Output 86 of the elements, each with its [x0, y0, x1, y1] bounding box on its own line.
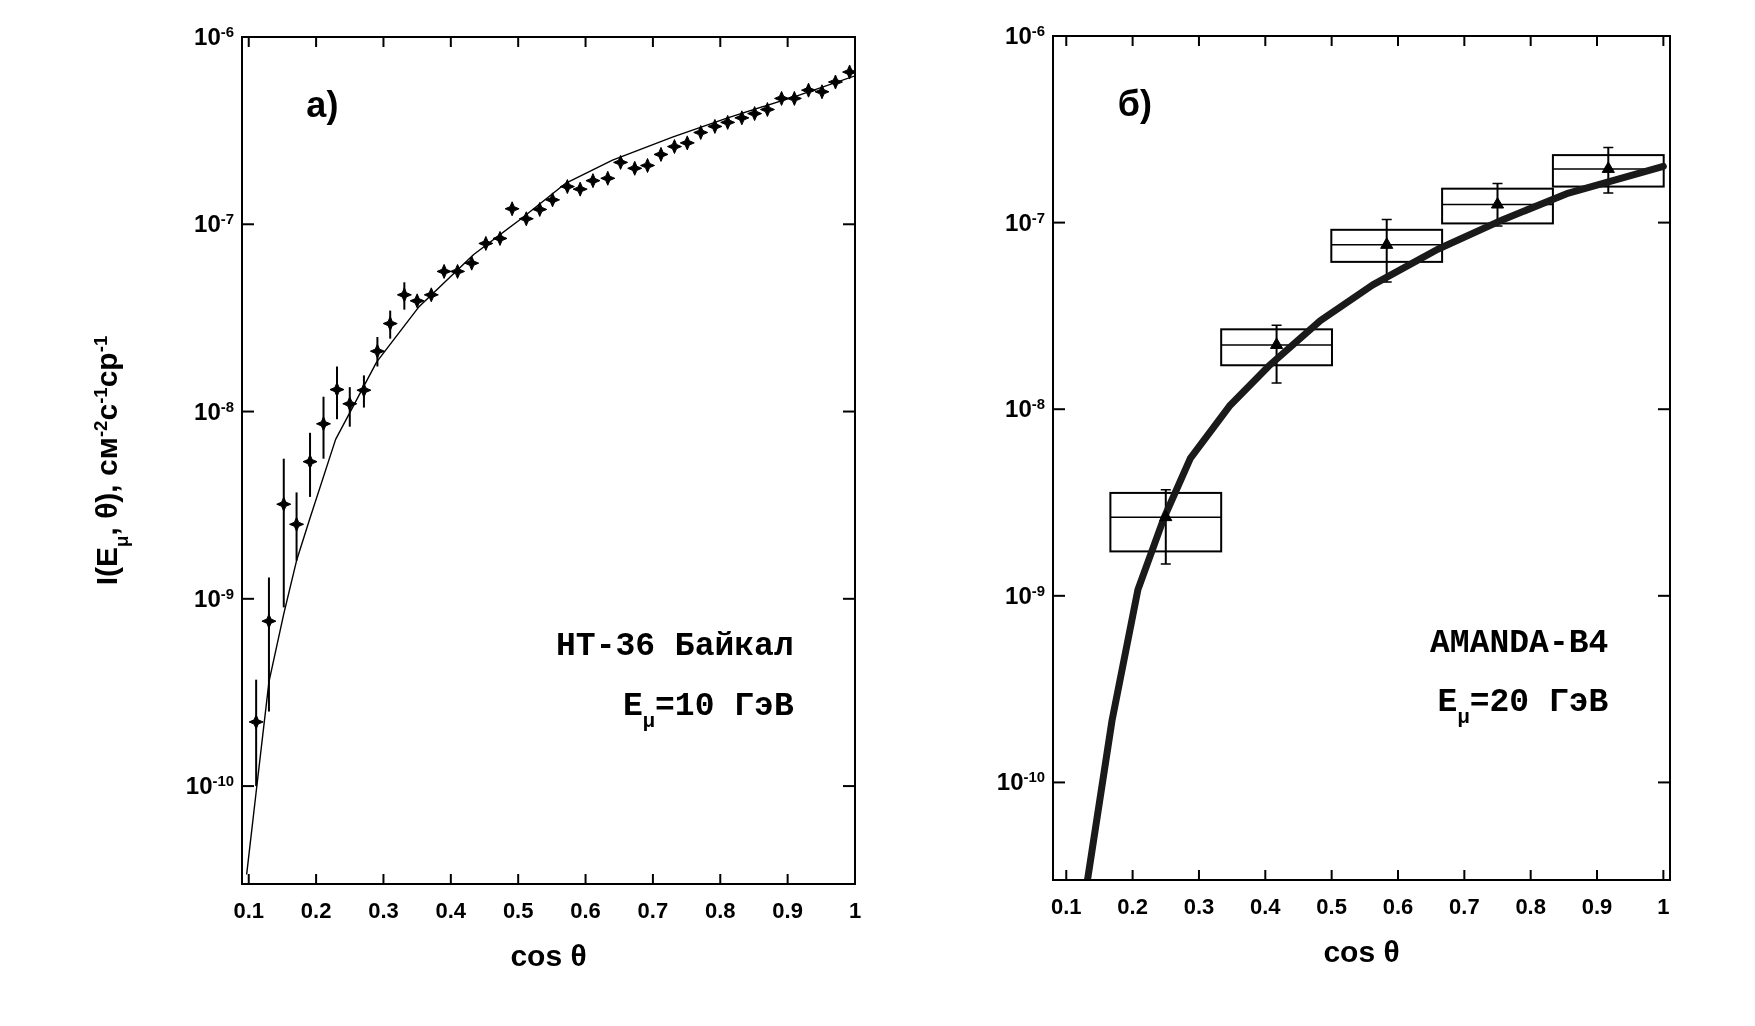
point	[814, 84, 830, 100]
x-tick-label: 0.4	[1250, 894, 1282, 919]
point	[679, 135, 695, 151]
point	[492, 230, 508, 246]
y-tick-label: 10$^{-6}$	[1005, 22, 1045, 49]
point	[1601, 161, 1615, 173]
x-tick-label: 0.8	[704, 898, 736, 923]
point	[450, 263, 466, 279]
x-axis-title: cos θ	[510, 939, 587, 972]
y-tick-label: 10$^{-7}$	[1005, 208, 1045, 236]
x-tick-label: 0.7	[1449, 894, 1480, 919]
point	[423, 287, 439, 303]
x-tick-label: 0.3	[368, 898, 399, 923]
annotation: б)	[1117, 83, 1153, 125]
x-tick-label: 0.8	[1515, 894, 1546, 919]
point	[759, 102, 775, 118]
point	[786, 90, 802, 106]
point	[545, 192, 561, 208]
point	[248, 714, 264, 730]
point	[653, 146, 669, 162]
x-tick-label: 0.6	[570, 898, 601, 923]
point	[261, 613, 277, 629]
point	[382, 316, 398, 332]
point	[409, 293, 425, 309]
x-tick-label: 0.1	[1050, 894, 1082, 919]
x-tick-label: 0.3	[1183, 894, 1215, 919]
x-tick-label: 0.5	[1316, 894, 1347, 919]
point	[640, 157, 656, 173]
point	[289, 516, 305, 532]
y-tick-label: 10$^{-9}$	[194, 584, 234, 612]
x-tick-label: 0.7	[637, 898, 669, 923]
y-tick-label: 10$^{-6}$	[194, 23, 234, 50]
point	[342, 396, 358, 412]
annotation: E$_{μ}$=10 ГэВ	[623, 687, 794, 733]
x-tick-label: 0.2	[300, 898, 332, 923]
y-tick-label: 10$^{-7}$	[194, 210, 234, 238]
point	[707, 118, 723, 134]
x-tick-label: 1	[1657, 894, 1670, 919]
point	[600, 170, 616, 186]
point	[504, 201, 520, 217]
point	[302, 454, 318, 470]
point	[276, 496, 292, 512]
point	[532, 201, 548, 217]
point	[478, 235, 494, 251]
y-tick-label: 10$^{-8}$	[1005, 395, 1045, 423]
point	[720, 114, 736, 130]
x-tick-label: 0.1	[233, 898, 265, 923]
x-tick-label: 0.2	[1117, 894, 1148, 919]
point	[559, 179, 575, 195]
point	[316, 416, 332, 432]
point	[734, 110, 750, 126]
x-tick-label: 0.6	[1382, 894, 1414, 919]
point	[1380, 237, 1394, 249]
point	[356, 382, 372, 398]
point	[1490, 197, 1505, 209]
x-tick-label: 0.9	[1581, 894, 1613, 919]
point	[1159, 509, 1173, 522]
point	[613, 154, 629, 170]
annotation: а)	[306, 84, 339, 126]
x-tick-label: 0.5	[502, 898, 534, 923]
point	[1269, 337, 1284, 349]
point	[774, 90, 790, 106]
y-tick-label: 10$^{-8}$	[194, 397, 234, 425]
point	[436, 263, 452, 279]
y-tick-label: 10$^{-9}$	[1005, 581, 1045, 609]
point	[369, 343, 385, 359]
y-tick-label: 10$^{-10}$	[996, 768, 1045, 796]
x-tick-label: 0.4	[435, 898, 467, 923]
point	[693, 125, 709, 141]
point	[464, 255, 480, 271]
point	[747, 106, 763, 122]
point	[666, 139, 682, 155]
point	[518, 211, 534, 227]
point	[627, 160, 643, 176]
point	[396, 287, 412, 303]
x-tick-label: 0.9	[772, 898, 803, 923]
x-axis-title: cos θ	[1323, 935, 1400, 968]
annotation: AMANDA-B4	[1430, 625, 1609, 663]
annotation: E$_{μ}$=20 ГэВ	[1437, 684, 1609, 729]
point	[827, 74, 843, 90]
point	[585, 173, 601, 189]
annotation: HT-36 Байкал	[556, 628, 794, 666]
y-tick-label: 10$^{-10}$	[185, 772, 234, 800]
point	[572, 181, 588, 197]
x-tick-label: 1	[848, 898, 862, 923]
point	[801, 82, 817, 98]
